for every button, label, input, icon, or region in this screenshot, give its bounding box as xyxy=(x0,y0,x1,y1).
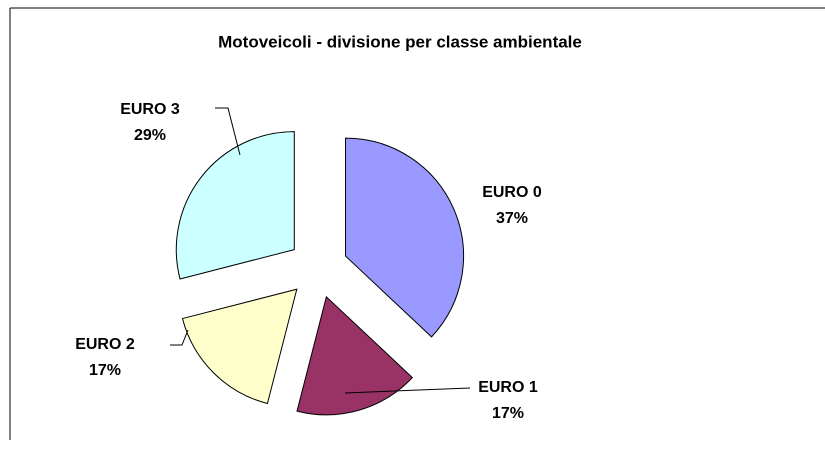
slice-label: EURO 2 xyxy=(75,336,135,353)
leader-line xyxy=(170,329,189,346)
pie-slice xyxy=(175,131,295,280)
pie-slice xyxy=(181,288,298,405)
slice-value-label: 17% xyxy=(492,405,524,422)
slice-value-label: 37% xyxy=(496,210,528,227)
leader-line xyxy=(215,107,241,156)
slice-label: EURO 3 xyxy=(120,101,180,118)
leader-line xyxy=(344,387,471,394)
chart-title: Motoveicoli - divisione per classe ambie… xyxy=(218,32,582,51)
slice-label: EURO 0 xyxy=(482,184,542,201)
pie-slice xyxy=(345,137,465,338)
slice-label: EURO 1 xyxy=(478,379,538,396)
slice-value-label: 17% xyxy=(89,362,121,379)
pie-slice xyxy=(296,295,414,416)
slice-value-label: 29% xyxy=(134,127,166,144)
